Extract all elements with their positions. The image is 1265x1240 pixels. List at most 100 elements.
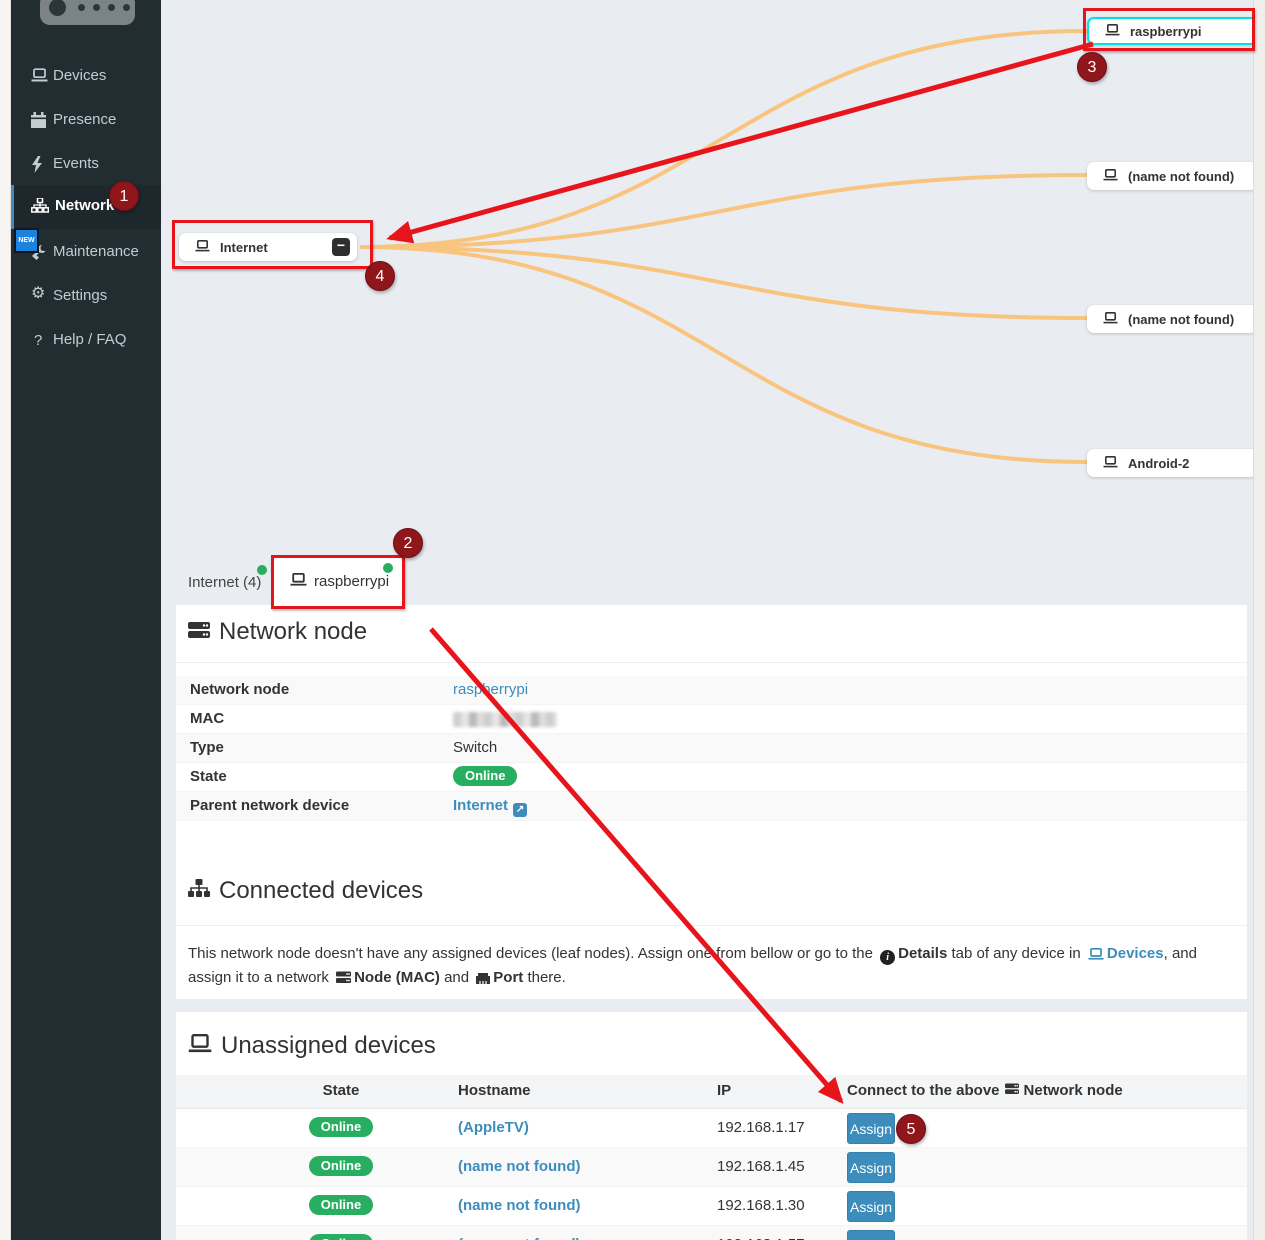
graph-node-android-2[interactable]: Android-2 xyxy=(1087,449,1253,477)
graph-node-label: raspberrypi xyxy=(1130,23,1202,39)
bolt-icon xyxy=(31,156,48,173)
laptop-icon xyxy=(1103,168,1118,184)
sidebar-item-label: Devices xyxy=(53,67,107,84)
laptop-icon xyxy=(1103,455,1118,471)
table-row: Online (name not found) 192.168.1.45 Ass… xyxy=(176,1148,1247,1187)
detail-label: Parent network device xyxy=(190,797,350,814)
status-badge-online: Online xyxy=(308,1195,374,1215)
graph-node-label: Android-2 xyxy=(1128,455,1190,471)
detail-row-state: State Online xyxy=(176,763,1247,792)
detail-row-type: Type Switch xyxy=(176,734,1247,763)
cell-ip: 192.168.1.45 xyxy=(717,1158,805,1175)
sidebar-item-devices[interactable]: Devices xyxy=(11,63,161,91)
header-connect-text: Network node xyxy=(1023,1082,1123,1099)
detail-value: Internet ↗ xyxy=(453,797,528,817)
description-text: and xyxy=(439,969,474,986)
paper-margin-left xyxy=(0,0,11,1240)
detail-value: Switch xyxy=(453,739,498,756)
parent-device-link[interactable]: Internet xyxy=(453,797,509,814)
sidebar-item-label: Network xyxy=(55,197,115,214)
server-icon xyxy=(336,969,352,991)
graph-node-unnamed-2[interactable]: (name not found) xyxy=(1087,305,1253,333)
main-content: Internet − raspberrypi (name not found) … xyxy=(161,0,1253,1240)
assign-button[interactable]: Assign xyxy=(847,1230,895,1240)
logo-dot xyxy=(93,4,100,11)
cell-ip: 192.168.1.57 xyxy=(717,1236,805,1240)
graph-node-label: (name not found) xyxy=(1128,168,1235,184)
detail-row-mac: MAC xyxy=(176,705,1247,734)
graph-node-raspberrypi[interactable]: raspberrypi xyxy=(1087,17,1253,45)
graph-node-unnamed-1[interactable]: (name not found) xyxy=(1087,162,1253,190)
assign-button[interactable]: Assign xyxy=(847,1191,895,1222)
header-state: State xyxy=(322,1082,360,1099)
gear-icon: ⚙ xyxy=(31,285,46,302)
network-topology-links xyxy=(359,29,1088,464)
cell-ip: 192.168.1.30 xyxy=(717,1197,805,1214)
status-badge-online: Online xyxy=(308,1234,374,1240)
table-header-row: State Hostname IP Connect to the above N… xyxy=(176,1075,1247,1109)
sidebar-item-label: Events xyxy=(53,155,99,172)
sitemap-icon xyxy=(188,877,210,905)
logo-dot xyxy=(78,4,85,11)
detail-label: MAC xyxy=(190,710,225,727)
divider xyxy=(176,662,1247,663)
details-label: Details xyxy=(898,945,948,962)
sidebar-item-help-faq[interactable]: ? Help / FAQ xyxy=(11,327,161,355)
online-dot-internet-tab xyxy=(257,565,267,575)
laptop-icon xyxy=(195,239,210,255)
sidebar-item-label: Presence xyxy=(53,111,117,128)
sidebar-item-label: Maintenance xyxy=(53,243,139,260)
sidebar-item-settings[interactable]: ⚙ Settings xyxy=(11,283,161,311)
laptop-icon xyxy=(290,572,307,590)
sidebar-item-label: Settings xyxy=(53,287,108,304)
sidebar-item-presence[interactable]: Presence xyxy=(11,107,161,135)
cell-state: Online xyxy=(276,1234,406,1240)
detail-row-parent: Parent network device Internet ↗ xyxy=(176,792,1247,821)
unassigned-devices-card: Unassigned devices State Hostname IP Con… xyxy=(176,1012,1247,1240)
sidebar-item-network[interactable]: Network xyxy=(11,185,161,229)
logo-dot xyxy=(123,4,130,11)
tab-internet[interactable]: Internet (4) xyxy=(188,574,261,591)
laptop-icon xyxy=(1088,945,1104,967)
connected-devices-description: This network node doesn't have any assig… xyxy=(188,943,1233,991)
connected-devices-heading: Connected devices xyxy=(188,877,423,905)
sitemap-icon xyxy=(31,197,50,214)
port-label: Port xyxy=(493,969,524,986)
cell-ip: 192.168.1.17 xyxy=(717,1119,805,1136)
detail-label: Network node xyxy=(190,681,290,698)
online-dot-raspberrypi-tab xyxy=(383,563,393,573)
devices-link[interactable]: Devices xyxy=(1106,945,1164,962)
graph-node-label: Internet xyxy=(220,239,268,255)
hostname-link[interactable]: (AppleTV) xyxy=(458,1119,529,1136)
sidebar: Devices Presence Events Network Maintena xyxy=(11,0,161,1240)
hostname-link[interactable]: (name not found) xyxy=(458,1197,581,1214)
divider xyxy=(176,925,1247,926)
header-ip: IP xyxy=(717,1082,732,1099)
network-node-heading: Network node xyxy=(188,618,367,646)
external-link-icon[interactable]: ↗ xyxy=(513,803,528,817)
cell-state: Online xyxy=(276,1156,406,1176)
sidebar-item-events[interactable]: Events xyxy=(11,151,161,179)
laptop-icon xyxy=(188,1032,212,1060)
description-text: This network node doesn't have any assig… xyxy=(188,945,878,962)
unassigned-devices-heading: Unassigned devices xyxy=(188,1032,436,1060)
calendar-icon xyxy=(31,112,48,128)
server-icon xyxy=(188,618,210,646)
description-text: , and assign it to a network xyxy=(188,945,1197,986)
assign-button[interactable]: Assign xyxy=(847,1152,895,1183)
collapse-node-button[interactable]: − xyxy=(332,238,350,256)
assign-button[interactable]: Assign xyxy=(847,1113,895,1144)
question-icon: ? xyxy=(34,332,43,349)
hostname-link[interactable]: (name not found) xyxy=(458,1158,581,1175)
header-connect: Connect to the above Network node xyxy=(847,1082,1123,1099)
graph-node-internet[interactable]: Internet − xyxy=(179,233,357,261)
tab-label: Internet (4) xyxy=(188,574,262,591)
header-hostname: Hostname xyxy=(458,1082,531,1099)
section-title: Network node xyxy=(219,618,368,645)
network-node-link[interactable]: raspberrypi xyxy=(453,681,529,698)
logo-dot xyxy=(108,4,115,11)
hostname-link[interactable]: (name not found) xyxy=(458,1236,580,1240)
paper-margin-right xyxy=(1253,0,1265,1240)
table-row: Online (name not found) 192.168.1.57 Ass… xyxy=(176,1226,1247,1240)
logo-dot-large xyxy=(49,0,66,16)
